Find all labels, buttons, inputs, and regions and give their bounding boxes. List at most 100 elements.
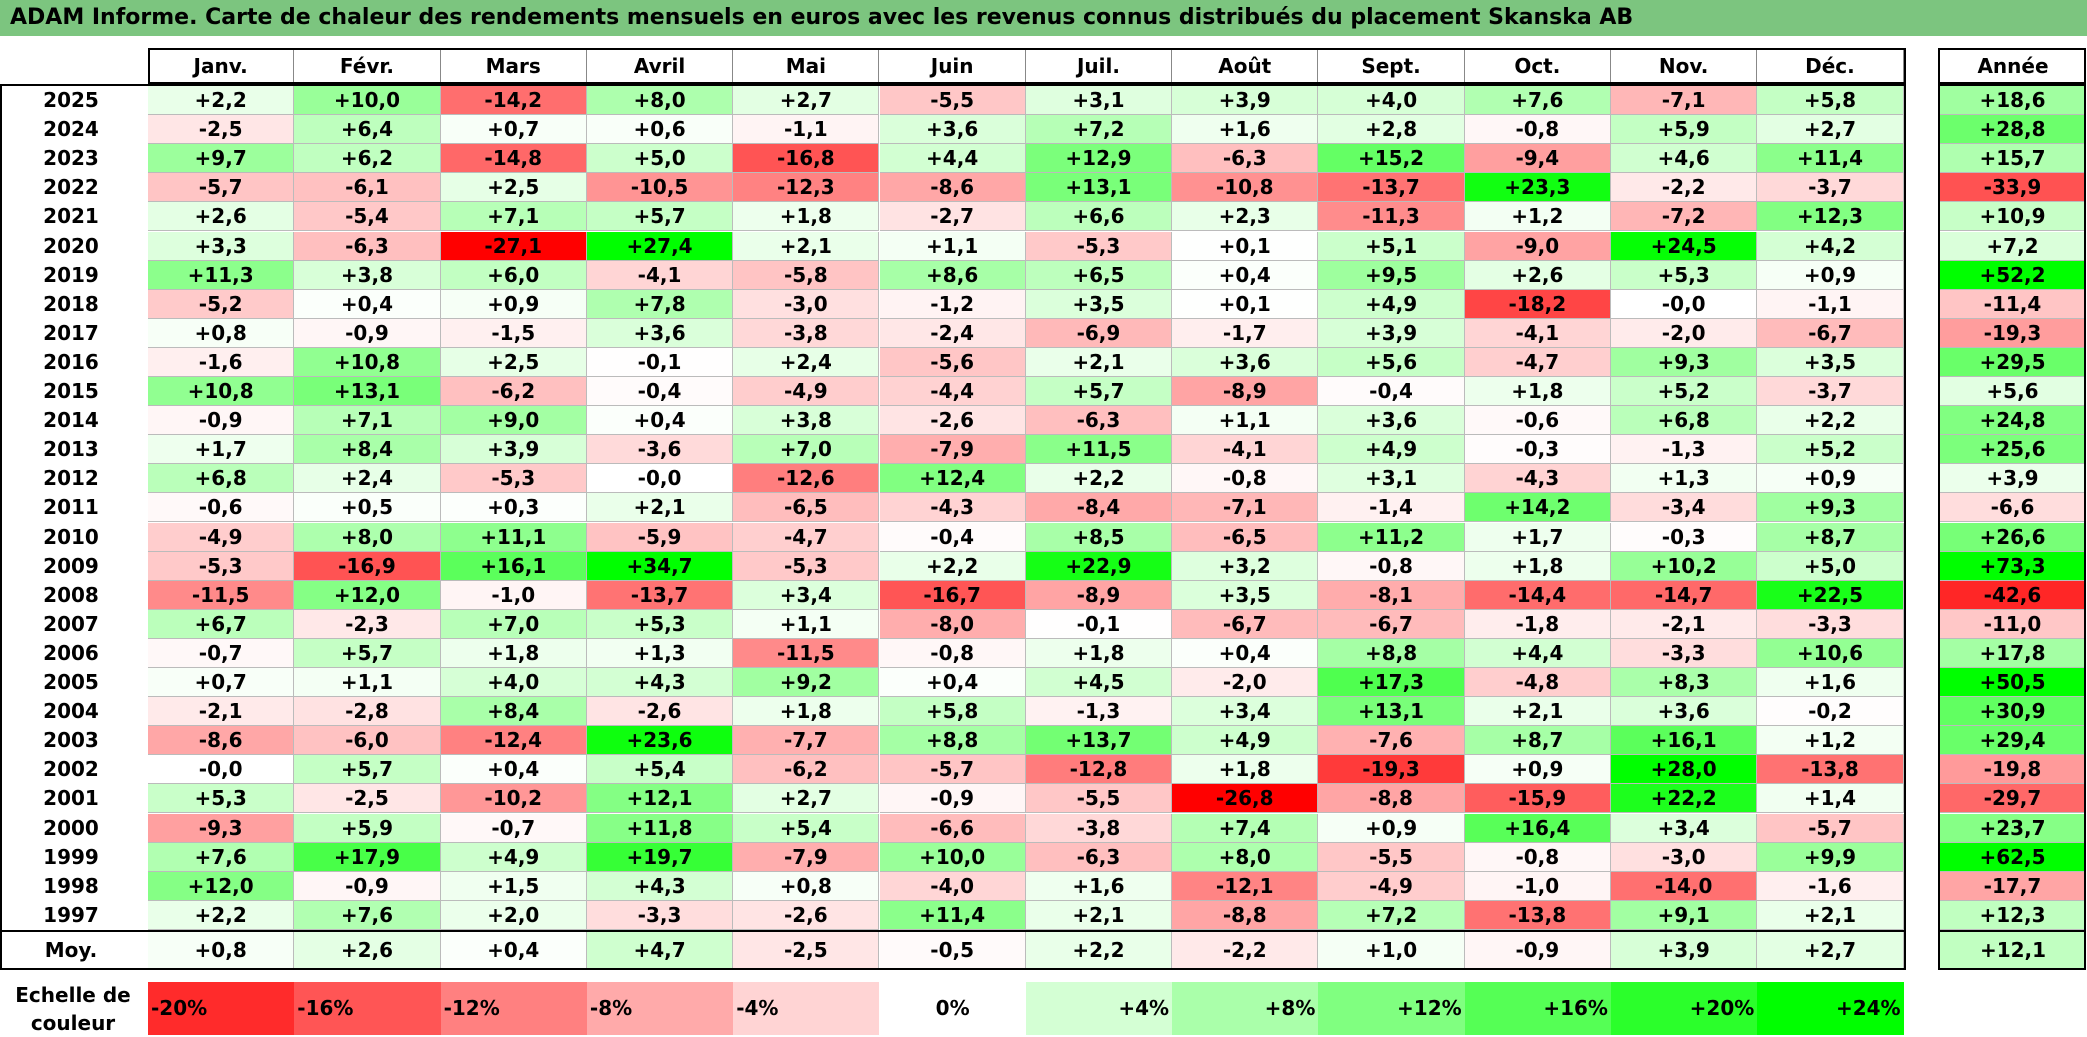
heatmap-cell: -18,2 [1464, 289, 1611, 319]
heatmap-cell: -1,2 [879, 289, 1026, 319]
heatmap-cell: -8,8 [1318, 784, 1465, 814]
heatmap-cell: +19,7 [586, 842, 734, 872]
heatmap-cell: -1,0 [440, 580, 587, 610]
heatmap-cell: +1,1 [879, 231, 1026, 261]
heatmap-cell: -6,5 [733, 493, 880, 523]
heatmap-cell: -8,6 [148, 726, 295, 756]
annual-cell: +29,4 [1940, 726, 2086, 756]
heatmap-cell: +1,6 [1025, 871, 1173, 901]
column-header: Août [1172, 50, 1319, 82]
color-scale-swatch: +12% [1318, 982, 1465, 1035]
row-year-label: 2021 [43, 204, 99, 229]
heatmap-cell: -0,0 [586, 464, 734, 494]
heatmap-cell: +3,6 [1172, 347, 1319, 377]
row-year-label: 2018 [43, 291, 99, 316]
heatmap-cell: -1,0 [1464, 871, 1611, 901]
heatmap-cell: +10,8 [148, 377, 295, 407]
heatmap-cell: -4,1 [1172, 435, 1319, 465]
heatmap-cell: +7,6 [148, 842, 295, 872]
heatmap-cell: -5,4 [294, 202, 441, 232]
row-year-label: 2008 [43, 582, 99, 607]
heatmap-cell: -1,7 [1172, 318, 1319, 348]
color-scale-swatch: +16% [1464, 982, 1611, 1035]
heatmap-cell: -6,1 [294, 173, 441, 203]
heatmap-cell: -4,3 [1464, 464, 1611, 494]
row-year-label: 2009 [43, 553, 99, 578]
heatmap-cell: +5,8 [1757, 86, 1904, 116]
annual-cell: -11,0 [1940, 609, 2086, 639]
heatmap-cell: -15,9 [1464, 784, 1611, 814]
heatmap-cell: +12,3 [1757, 202, 1904, 232]
heatmap-cell: -6,7 [1757, 318, 1904, 348]
heatmap-cell: -10,2 [440, 784, 587, 814]
heatmap-cell: -0,2 [1757, 697, 1904, 727]
heatmap-cell: +3,6 [586, 318, 734, 348]
annual-cell: -6,6 [1940, 493, 2086, 523]
heatmap-cell: +14,2 [1464, 493, 1611, 523]
heatmap-cell: +3,5 [1025, 289, 1173, 319]
heatmap-cell: +5,6 [1318, 347, 1465, 377]
heatmap-cell: +0,9 [1464, 755, 1611, 785]
heatmap-cell: -13,7 [586, 580, 734, 610]
heatmap-cell: +1,1 [294, 668, 441, 698]
heatmap-cell: +0,9 [440, 289, 587, 319]
heatmap-cell: -0,4 [1318, 377, 1465, 407]
annual-cell: +12,3 [1940, 900, 2086, 930]
heatmap-cell: +5,4 [733, 813, 880, 843]
heatmap-cell: +12,0 [148, 871, 295, 901]
heatmap-cell: -13,8 [1757, 755, 1904, 785]
annual-cell: -29,7 [1940, 784, 2086, 814]
heatmap-cell: +16,1 [1611, 726, 1758, 756]
heatmap-cell: -0,8 [1464, 842, 1611, 872]
heatmap-cell: +4,2 [1757, 231, 1904, 261]
row-year-label: 1997 [43, 902, 99, 927]
heatmap-cell: +13,1 [1318, 697, 1465, 727]
annual-cell: +10,9 [1940, 202, 2086, 232]
heatmap-cell: -2,6 [879, 406, 1026, 436]
heatmap-cell: -5,7 [148, 173, 295, 203]
heatmap-cell: -2,4 [879, 318, 1026, 348]
heatmap-cell: -2,8 [294, 697, 441, 727]
heatmap-cell: +4,9 [1318, 289, 1465, 319]
row-year-label: 2019 [43, 262, 99, 287]
heatmap-cell: -6,0 [294, 726, 441, 756]
color-scale-swatch: +4% [1025, 982, 1173, 1035]
heatmap-cell: +0,3 [440, 493, 587, 523]
average-cell: +0,8 [148, 932, 295, 968]
heatmap-cell: +5,1 [1318, 231, 1465, 261]
heatmap-cell: -7,9 [733, 842, 880, 872]
heatmap-cell: +9,3 [1611, 347, 1758, 377]
heatmap-cell: +1,3 [1611, 464, 1758, 494]
heatmap-cell: +6,8 [148, 464, 295, 494]
heatmap-cell: -3,8 [733, 318, 880, 348]
heatmap-cell: +13,7 [1025, 726, 1173, 756]
heatmap-cell: -0,9 [294, 318, 441, 348]
row-year-label: 2012 [43, 466, 99, 491]
heatmap-cell: -3,4 [1611, 493, 1758, 523]
heatmap-cell: +8,4 [294, 435, 441, 465]
heatmap-cell: +5,9 [294, 813, 441, 843]
heatmap-cell: +11,5 [1025, 435, 1173, 465]
average-row-label: Moy. [44, 938, 98, 962]
heatmap-cell: -2,1 [1611, 609, 1758, 639]
row-year-label: 2007 [43, 611, 99, 636]
heatmap-cell: +2,0 [440, 900, 587, 930]
heatmap-cell: +24,5 [1611, 231, 1758, 261]
annual-cell: +3,9 [1940, 464, 2086, 494]
heatmap-cell: -11,3 [1318, 202, 1465, 232]
heatmap-cell: -13,7 [1318, 173, 1465, 203]
heatmap-cell: +0,5 [294, 493, 441, 523]
heatmap-cell: -12,1 [1172, 871, 1319, 901]
heatmap-cell: -9,3 [148, 813, 295, 843]
heatmap-cell: -7,1 [1172, 493, 1319, 523]
heatmap-cell: +12,1 [586, 784, 734, 814]
heatmap-cell: +0,4 [440, 755, 587, 785]
heatmap-cell: -19,3 [1318, 755, 1465, 785]
annual-cell: -33,9 [1940, 173, 2086, 203]
heatmap-cell: -6,3 [294, 231, 441, 261]
heatmap-cell: -6,6 [879, 813, 1026, 843]
heatmap-cell: +1,8 [1464, 377, 1611, 407]
heatmap-cell: -5,3 [1025, 231, 1173, 261]
heatmap-cell: +3,9 [440, 435, 587, 465]
heatmap-cell: -9,4 [1464, 144, 1611, 174]
